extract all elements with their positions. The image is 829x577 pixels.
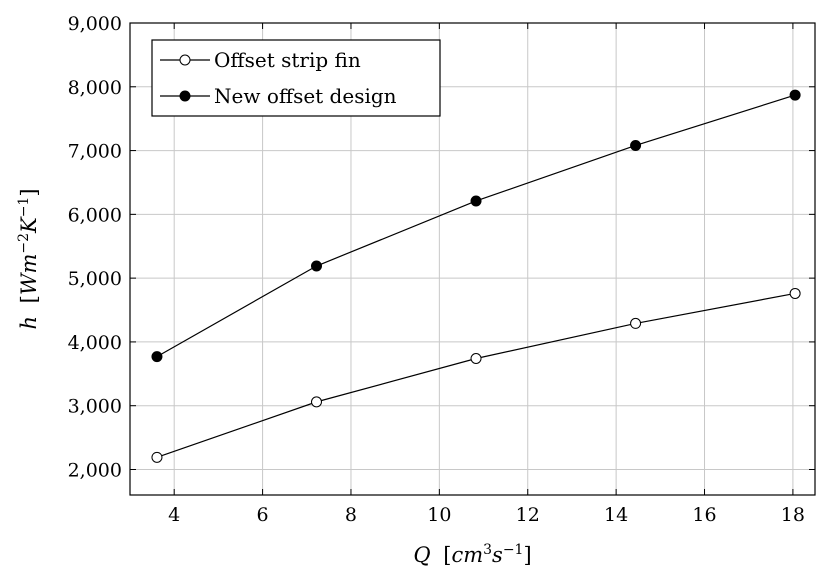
data-point-1 — [789, 89, 801, 101]
y-tick-label: 2,000 — [68, 459, 122, 481]
data-point-0 — [310, 396, 322, 408]
series-line-0 — [156, 292, 796, 458]
legend-label-0: Offset strip fin — [214, 48, 361, 72]
y-tick-label: 3,000 — [68, 396, 122, 418]
y-tick-label: 7,000 — [68, 141, 122, 163]
legend-box — [151, 39, 441, 117]
x-tick-label: 14 — [604, 504, 628, 526]
y-tick-label: 8,000 — [68, 77, 122, 99]
data-point-0 — [470, 353, 482, 365]
x-tick-label: 10 — [427, 504, 451, 526]
data-point-1 — [151, 351, 163, 363]
y-tick-label: 5,000 — [68, 268, 122, 290]
series-group — [151, 89, 801, 463]
legend-marker-1 — [179, 90, 191, 102]
y-tick-label: 9,000 — [68, 13, 122, 35]
data-point-1 — [310, 260, 322, 272]
legend: Offset strip fin New offset design — [151, 39, 441, 117]
data-point-1 — [470, 195, 482, 207]
x-tick-label: 12 — [516, 504, 540, 526]
series-line-1 — [156, 94, 796, 358]
x-tick-label: 6 — [257, 504, 269, 526]
legend-label-1: New offset design — [214, 84, 397, 108]
x-axis-label: Q [cm3s−1] — [413, 542, 531, 567]
data-point-0 — [151, 451, 163, 463]
legend-marker-0 — [179, 54, 191, 66]
y-tick-labels: 2,000 3,000 4,000 5,000 6,000 7,000 8,000 9,000 — [68, 13, 122, 481]
y-axis-label: h [Wm−2K−1] — [16, 188, 41, 329]
y-tick-label: 6,000 — [68, 204, 122, 226]
data-point-0 — [789, 287, 801, 299]
data-point-1 — [630, 139, 642, 151]
plot-frame — [129, 22, 816, 496]
data-point-0 — [630, 317, 642, 329]
x-tick-label: 4 — [168, 504, 180, 526]
x-tick-label: 16 — [692, 504, 716, 526]
y-tick-label: 4,000 — [68, 332, 122, 354]
x-tick-label: 8 — [345, 504, 357, 526]
x-tick-labels: 4 6 8 10 12 14 16 18 — [168, 504, 805, 526]
x-tick-label: 18 — [781, 504, 805, 526]
